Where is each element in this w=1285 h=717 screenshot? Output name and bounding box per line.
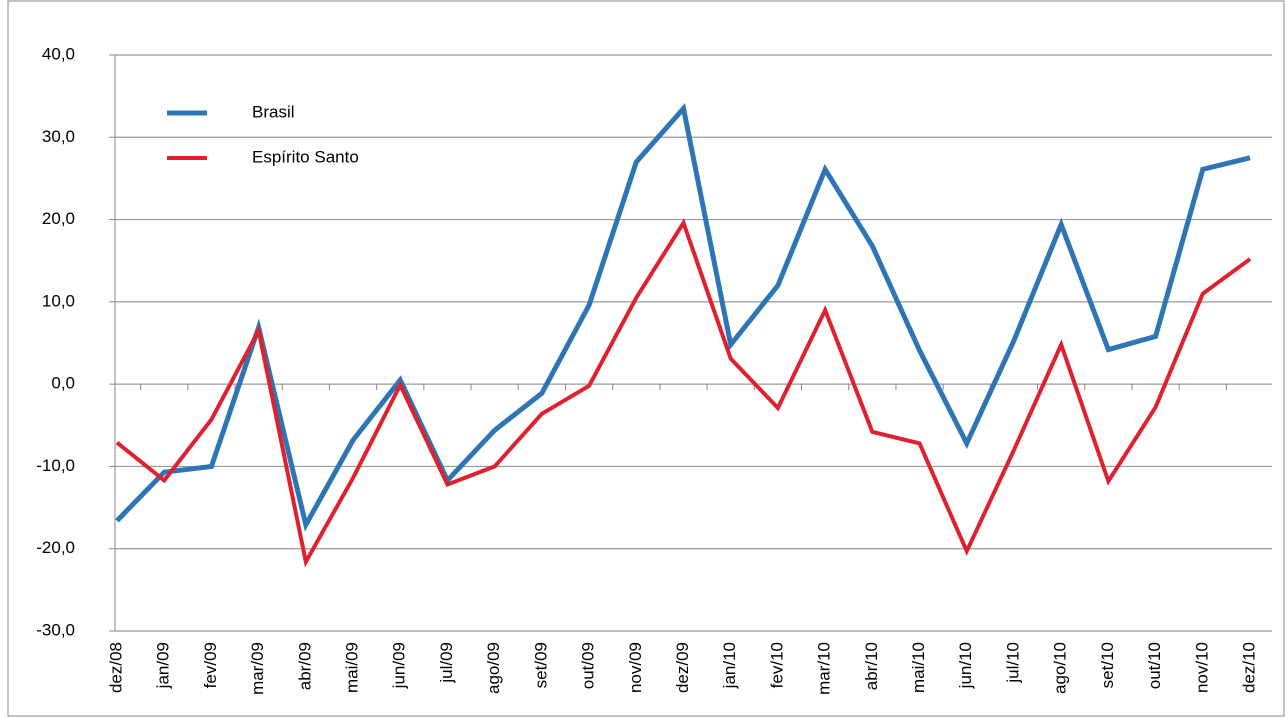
x-tick-label: ago/09 xyxy=(484,642,503,694)
x-tick-label: jun/10 xyxy=(956,642,975,689)
x-tick-label: jun/09 xyxy=(390,642,409,689)
x-tick-label: mai/09 xyxy=(343,642,362,693)
series-line xyxy=(115,218,1252,568)
y-tick-label: -10,0 xyxy=(36,456,75,475)
x-tick-label: jul/10 xyxy=(1003,642,1022,684)
x-tick-label: fev/10 xyxy=(767,642,786,688)
x-tick-label: mar/09 xyxy=(248,642,267,695)
x-tick-label: fev/09 xyxy=(201,642,220,688)
x-tick-label: set/10 xyxy=(1098,642,1117,688)
y-tick-label: 10,0 xyxy=(42,291,75,310)
x-tick-label: abr/10 xyxy=(862,642,881,690)
x-tick-label: jul/09 xyxy=(437,642,456,684)
y-tick-label: 40,0 xyxy=(42,44,75,63)
y-tick-label: 0,0 xyxy=(51,374,75,393)
x-tick-label: dez/10 xyxy=(1239,642,1258,693)
y-tick-label: 20,0 xyxy=(42,209,75,228)
y-tick-label: -20,0 xyxy=(36,538,75,557)
y-tick-label: 30,0 xyxy=(42,127,75,146)
x-tick-label: abr/09 xyxy=(295,642,314,690)
x-tick-label: dez/09 xyxy=(673,642,692,693)
x-tick-label: jan/09 xyxy=(154,642,173,689)
x-tick-label: mai/10 xyxy=(909,642,928,693)
legend-label: Brasil xyxy=(252,102,295,121)
x-tick-label: mar/10 xyxy=(815,642,834,695)
chart-border xyxy=(7,0,1285,717)
x-tick-label: nov/10 xyxy=(1192,642,1211,693)
x-tick-label: nov/09 xyxy=(626,642,645,693)
x-tick-label: jan/10 xyxy=(720,642,739,689)
x-tick-label: dez/08 xyxy=(106,642,125,693)
series-line xyxy=(115,103,1251,532)
legend-label: Espírito Santo xyxy=(252,147,359,166)
x-tick-label: out/09 xyxy=(579,642,598,689)
x-tick-label: ago/10 xyxy=(1051,642,1070,694)
y-tick-label: -30,0 xyxy=(36,620,75,639)
x-tick-label: out/10 xyxy=(1145,642,1164,689)
x-tick-label: set/09 xyxy=(531,642,550,688)
